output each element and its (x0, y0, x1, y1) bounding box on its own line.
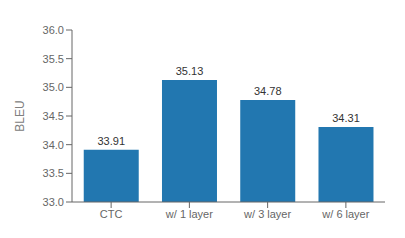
svg-text:33.5: 33.5 (43, 167, 64, 179)
svg-text:33.91: 33.91 (97, 135, 125, 147)
svg-text:34.0: 34.0 (43, 139, 64, 151)
svg-text:w/ 1 layer: w/ 1 layer (165, 208, 213, 220)
svg-text:34.5: 34.5 (43, 110, 64, 122)
svg-text:CTC: CTC (100, 208, 123, 220)
svg-text:34.78: 34.78 (254, 85, 282, 97)
svg-text:w/ 3 layer: w/ 3 layer (243, 208, 291, 220)
svg-text:35.5: 35.5 (43, 53, 64, 65)
svg-text:35.13: 35.13 (176, 65, 204, 77)
svg-text:w/ 6 layer: w/ 6 layer (321, 208, 369, 220)
svg-text:33.0: 33.0 (43, 196, 64, 208)
svg-text:BLEU: BLEU (13, 100, 27, 131)
svg-text:34.31: 34.31 (332, 112, 360, 124)
svg-text:36.0: 36.0 (43, 24, 64, 36)
svg-text:35.0: 35.0 (43, 81, 64, 93)
